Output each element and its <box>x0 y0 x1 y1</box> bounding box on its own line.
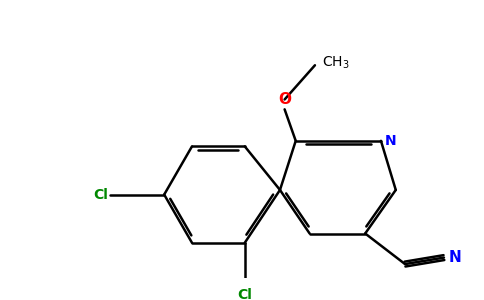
Text: CH$_3$: CH$_3$ <box>322 55 349 71</box>
Text: N: N <box>385 134 396 148</box>
Text: O: O <box>278 92 291 107</box>
Text: Cl: Cl <box>237 288 252 300</box>
Text: N: N <box>449 250 461 265</box>
Text: Cl: Cl <box>93 188 108 202</box>
